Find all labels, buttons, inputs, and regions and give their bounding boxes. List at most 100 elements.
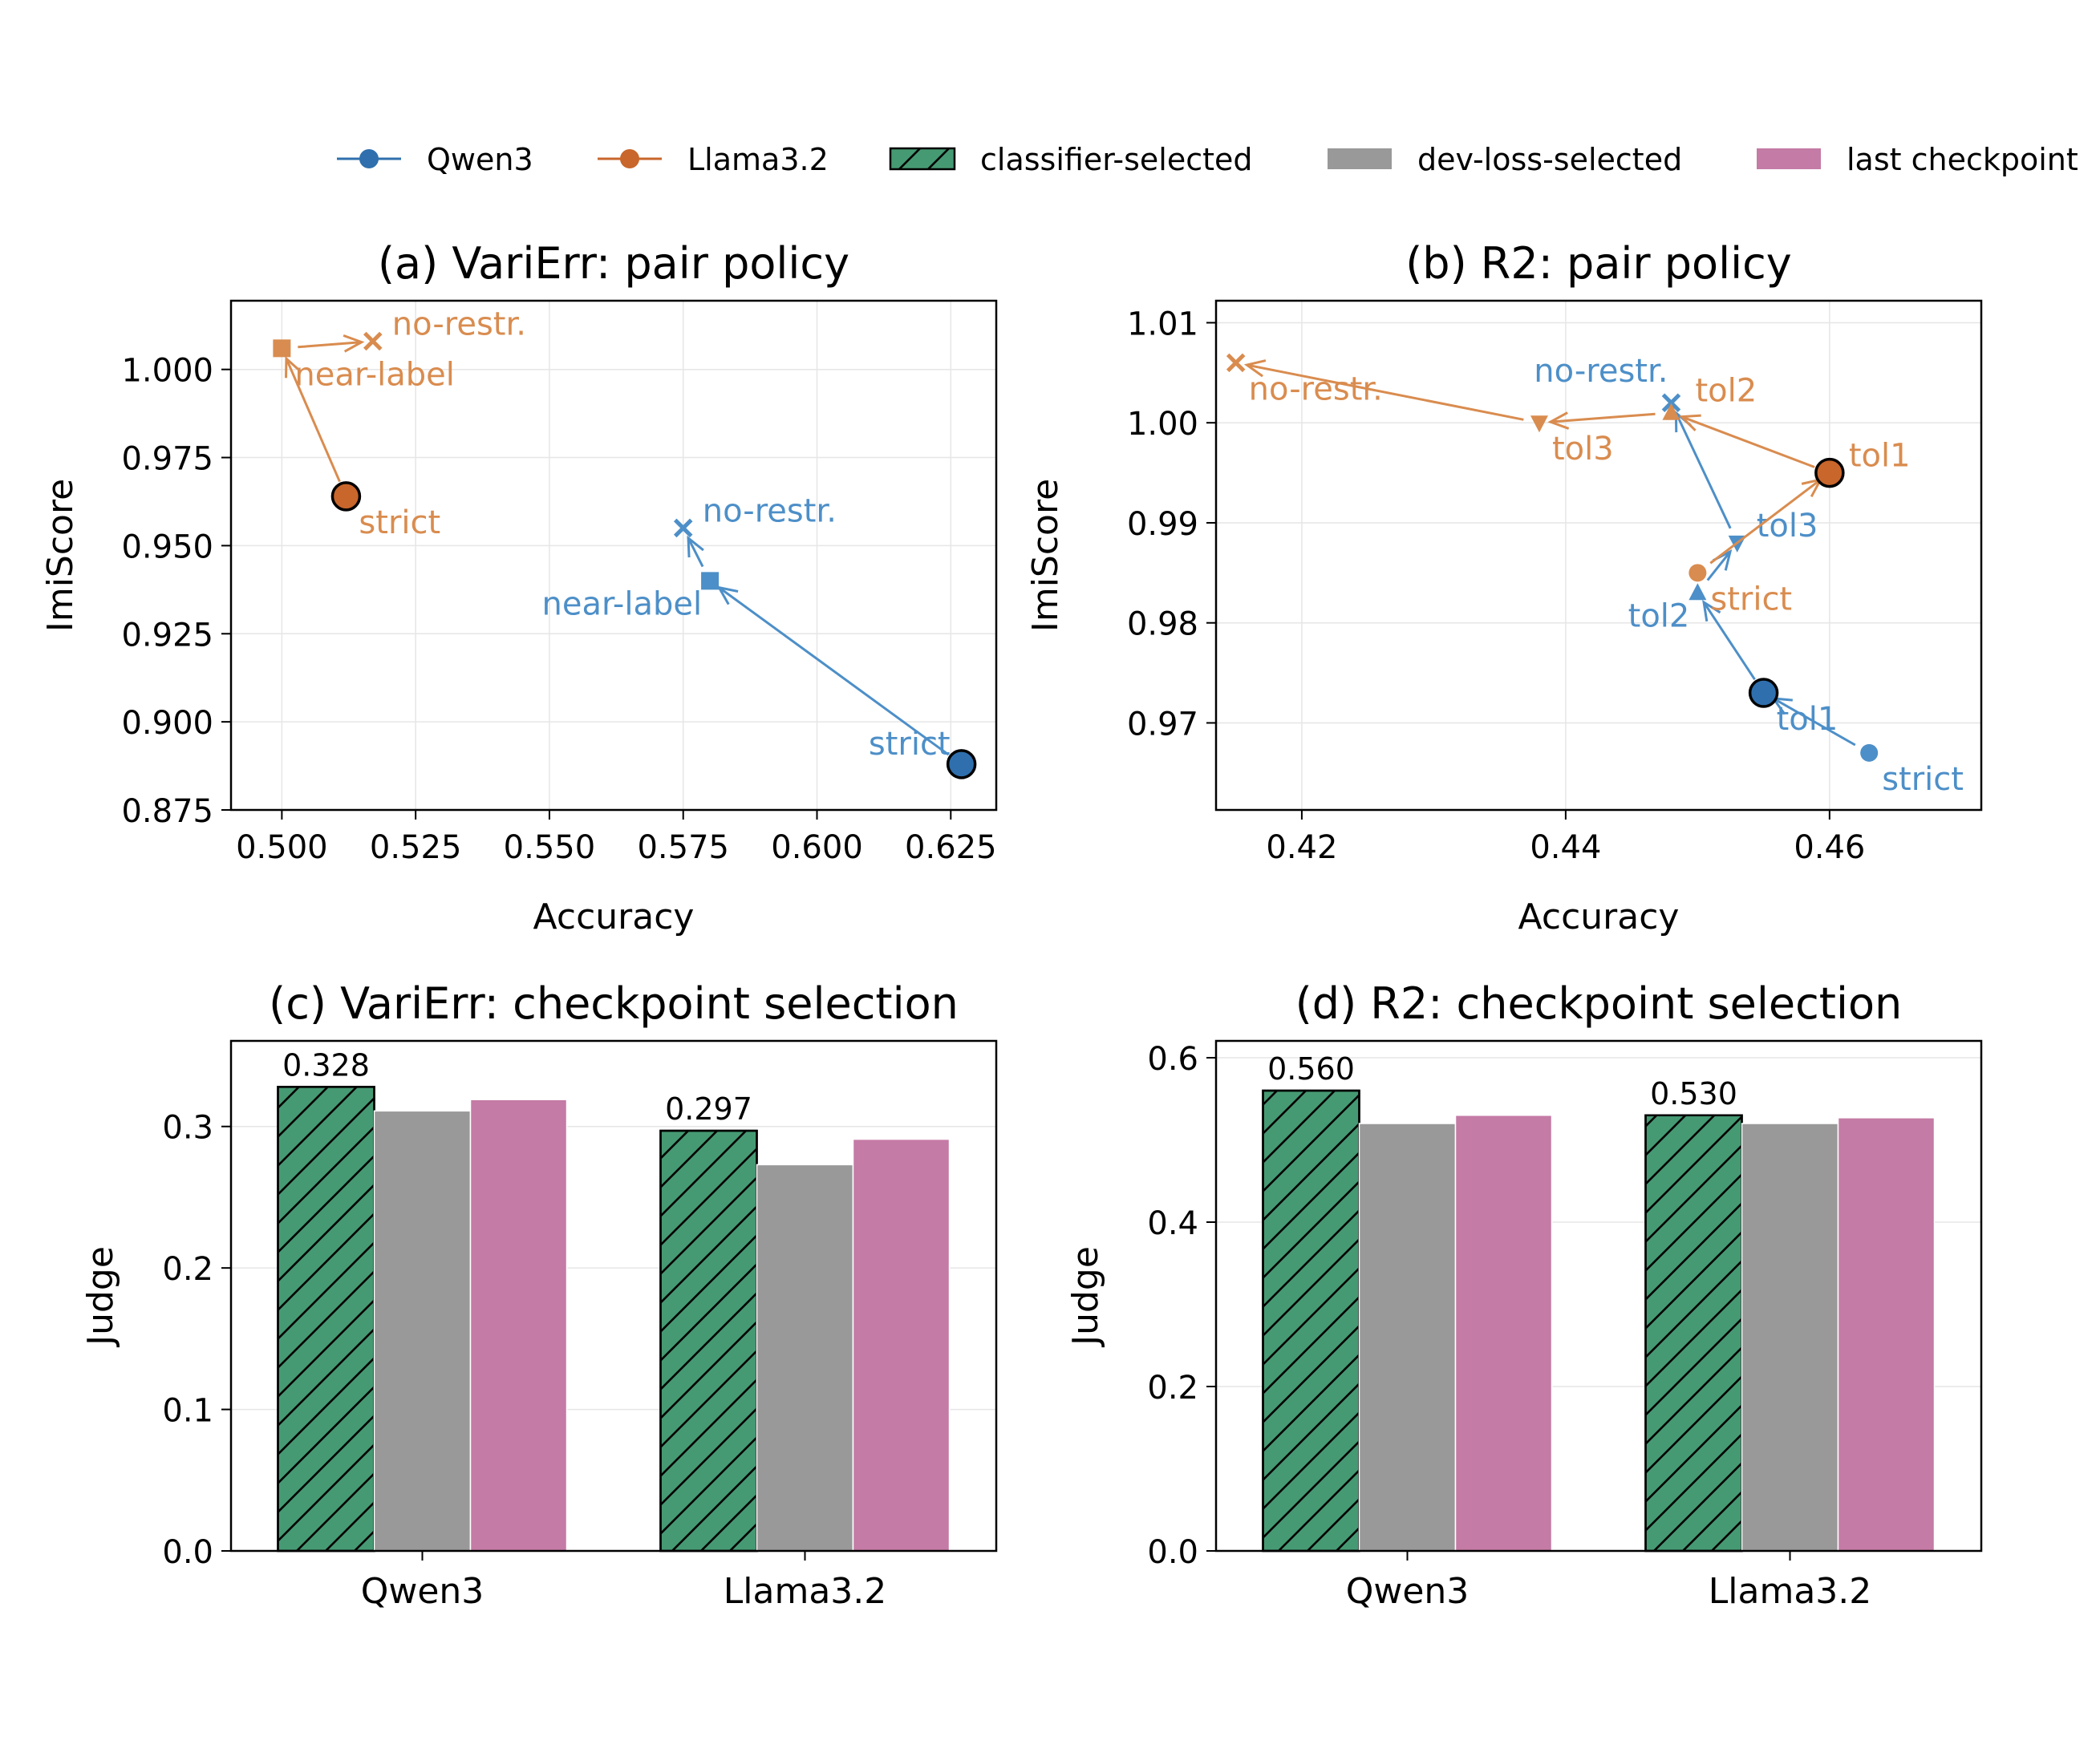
bar-dev-loss-selected-llama3-2 <box>1741 1123 1839 1552</box>
panel-c-varierr-checkpoint-selection: 0.0 0.1 0.2 0.3 Qwen3 0.328 Llama3.2 0.297 (c) V… <box>80 978 998 1612</box>
y-tick-label: 0.900 <box>121 705 213 742</box>
legend-item-llama3-2: Llama3.2 <box>598 142 829 177</box>
bar-classifier-selected-llama3-2: 0.530 <box>1644 1076 1743 1553</box>
plot-area <box>1216 301 1981 810</box>
point-marker <box>1748 678 1779 708</box>
panel-a-varierr-pair-policy: 0.500 0.525 0.550 0.575 0.600 0.625 0.875 0.900… <box>40 238 998 937</box>
legend-marker <box>620 149 639 168</box>
legend-label: classifier-selected <box>980 142 1253 177</box>
arrow-head <box>343 334 365 353</box>
arrow-head <box>1679 414 1701 431</box>
path-segment <box>1773 697 1856 747</box>
y-tick-label: 0.2 <box>1147 1370 1198 1407</box>
legend-item-classifier-selected: classifier-selected <box>889 142 1253 177</box>
path-segment <box>718 586 950 756</box>
legend-swatch <box>1328 148 1392 169</box>
y-tick-label: 0.98 <box>1127 606 1198 643</box>
y-axis-label: Judge <box>80 1246 121 1348</box>
point-label: tol1 <box>1849 438 1911 475</box>
point-label: strict <box>359 504 440 541</box>
chart-title: (b) R2: pair policy <box>1405 238 1792 289</box>
arrow-head <box>1243 359 1267 378</box>
x-tick-label: 0.42 <box>1266 829 1337 866</box>
path-segment <box>1675 412 1732 529</box>
panel-b-r2-pair-policy: 0.42 0.44 0.46 0.97 0.98 0.99 1.00 1.01 strict to… <box>1025 238 1983 937</box>
bar-dev-loss-selected-qwen3 <box>373 1110 472 1552</box>
y-tick-label: 0.4 <box>1147 1205 1198 1242</box>
bar-last-checkpoint-llama3-2 <box>852 1138 951 1552</box>
bar-dev-loss-selected-qwen3 <box>1358 1123 1457 1552</box>
bar <box>1837 1117 1936 1552</box>
x-tick-label: Llama3.2 <box>724 1571 887 1612</box>
chart-title: (c) VariErr: checkpoint selection <box>269 978 959 1029</box>
point-marker <box>1689 583 1707 601</box>
point-label: no-restr. <box>1249 370 1383 407</box>
legend-label: last checkpoint <box>1847 142 2078 177</box>
series-qwen3: strict near-label no-restr. <box>542 492 977 779</box>
bar-dev-loss-selected-llama3-2 <box>756 1164 854 1552</box>
point-label: near-label <box>542 585 703 622</box>
point-marker <box>1226 353 1246 373</box>
point-label: no-restr. <box>392 306 526 343</box>
bar <box>373 1110 472 1552</box>
y-axis-label: ImiScore <box>1025 479 1066 632</box>
x-tick-label: 0.625 <box>905 829 997 866</box>
y-tick-label: 0.6 <box>1147 1041 1198 1078</box>
point-marker <box>330 481 362 512</box>
y-tick-label: 0.3 <box>162 1110 213 1147</box>
x-axis-label: Accuracy <box>1518 897 1680 937</box>
series-qwen3: strict tol1 tol2 tol3 no-restr. <box>1534 353 1964 798</box>
x-tick-label: 0.600 <box>771 829 863 866</box>
y-tick-label: 0.950 <box>121 528 213 565</box>
point-marker <box>1661 393 1681 413</box>
panel-d-r2-checkpoint-selection: 0.0 0.2 0.4 0.6 Qwen3 0.560 Llama3.2 0.530 (d) R… <box>1065 978 1983 1612</box>
bar-hatch <box>1262 1089 1360 1553</box>
path-segment <box>687 537 704 568</box>
y-tick-label: 0.975 <box>121 441 213 478</box>
point-label: no-restr. <box>703 492 837 529</box>
y-tick-label: 0.1 <box>162 1393 213 1430</box>
plot-frame <box>229 1039 998 1553</box>
path-segment <box>1681 415 1815 468</box>
point-marker <box>1814 457 1845 488</box>
point-label: tol3 <box>1552 431 1614 468</box>
bar-last-checkpoint-qwen3 <box>1454 1115 1553 1552</box>
path-segment <box>285 358 341 483</box>
point-marker <box>1662 403 1680 420</box>
arrow-head <box>716 585 739 605</box>
bar <box>756 1164 854 1552</box>
chart-title: (a) VariErr: pair policy <box>378 238 849 289</box>
bar-classifier-selected-llama3-2: 0.297 <box>659 1091 758 1553</box>
chart-title: (d) R2: checkpoint selection <box>1295 978 1903 1029</box>
legend: Qwen3 Llama3.2 classifier-selected dev-loss… <box>337 142 2078 177</box>
plot-frame <box>1214 299 1983 812</box>
x-axis-label: Accuracy <box>533 897 695 937</box>
legend-label: Qwen3 <box>427 142 533 177</box>
path-segment <box>1706 550 1732 581</box>
arrow-head <box>687 535 704 558</box>
y-tick-label: 1.000 <box>121 353 213 390</box>
legend-item-dev-loss-selected: dev-loss-selected <box>1328 142 1682 177</box>
plot-frame <box>229 299 998 812</box>
x-tick-label: Qwen3 <box>361 1571 484 1612</box>
y-tick-label: 0.99 <box>1127 506 1198 543</box>
point-marker <box>701 572 720 590</box>
y-tick-label: 0.2 <box>162 1251 213 1288</box>
x-tick-label: 0.44 <box>1530 829 1601 866</box>
bar-last-checkpoint-llama3-2 <box>1837 1117 1936 1552</box>
x-tick-label: Llama3.2 <box>1709 1571 1872 1612</box>
y-tick-label: 0.97 <box>1127 706 1198 743</box>
point-marker <box>946 749 977 779</box>
arrow-head <box>1547 411 1570 430</box>
bar <box>469 1099 568 1552</box>
plot-area <box>231 301 996 810</box>
bar-hatch <box>277 1086 375 1553</box>
x-tick-label: 0.550 <box>504 829 596 866</box>
legend-label: dev-loss-selected <box>1417 142 1682 177</box>
path-segment <box>298 341 362 349</box>
point-label: no-restr. <box>1534 353 1668 390</box>
path-segment <box>1550 412 1656 423</box>
legend-swatch-hatch <box>890 148 955 169</box>
point-marker <box>1530 415 1548 433</box>
